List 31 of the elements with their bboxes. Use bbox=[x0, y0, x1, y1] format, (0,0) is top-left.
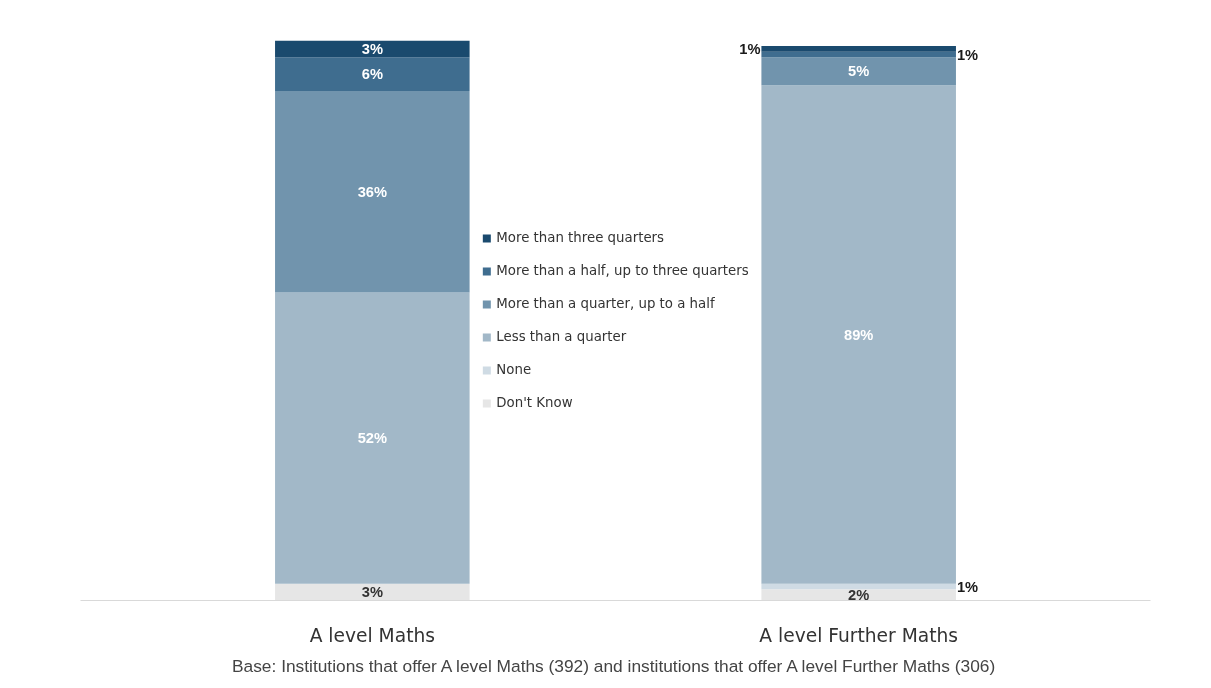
data-label: 1% bbox=[739, 40, 761, 57]
data-label: 89% bbox=[844, 326, 874, 343]
bar bbox=[761, 57, 956, 86]
legend-label: None bbox=[496, 362, 532, 377]
text: Base: Institutions that offer A level Maths (392) and institutions that offer A level Further Maths (306) bbox=[232, 655, 996, 676]
data-label: 1% bbox=[956, 578, 979, 595]
data-label: 6% bbox=[361, 66, 383, 83]
bar bbox=[275, 57, 470, 91]
bar bbox=[761, 85, 956, 584]
data-label: 2% bbox=[848, 586, 870, 603]
x-tick-label: A level Maths bbox=[309, 624, 436, 646]
bar bbox=[761, 51, 956, 58]
legend-label: More than a quarter, up to a half bbox=[496, 296, 715, 311]
bar bbox=[761, 46, 956, 52]
legend-label: More than a half, up to three quarters bbox=[496, 263, 749, 278]
data-label: 52% bbox=[357, 430, 387, 447]
bar bbox=[275, 583, 470, 601]
bar bbox=[275, 90, 470, 293]
data-label: 3% bbox=[361, 40, 383, 57]
bar bbox=[275, 292, 470, 584]
data-label: 3% bbox=[361, 584, 383, 601]
bar bbox=[761, 583, 956, 590]
data-label: 5% bbox=[848, 63, 870, 80]
x-tick-label: A level Further Maths bbox=[759, 624, 959, 646]
legend-label: More than three quarters bbox=[496, 230, 665, 245]
legend-label: Don't Know bbox=[496, 395, 573, 410]
data-label: 36% bbox=[357, 183, 387, 200]
legend-label: Less than a quarter bbox=[496, 329, 627, 344]
bar bbox=[761, 589, 956, 601]
bar bbox=[275, 40, 470, 58]
data-label: 1% bbox=[956, 46, 979, 63]
